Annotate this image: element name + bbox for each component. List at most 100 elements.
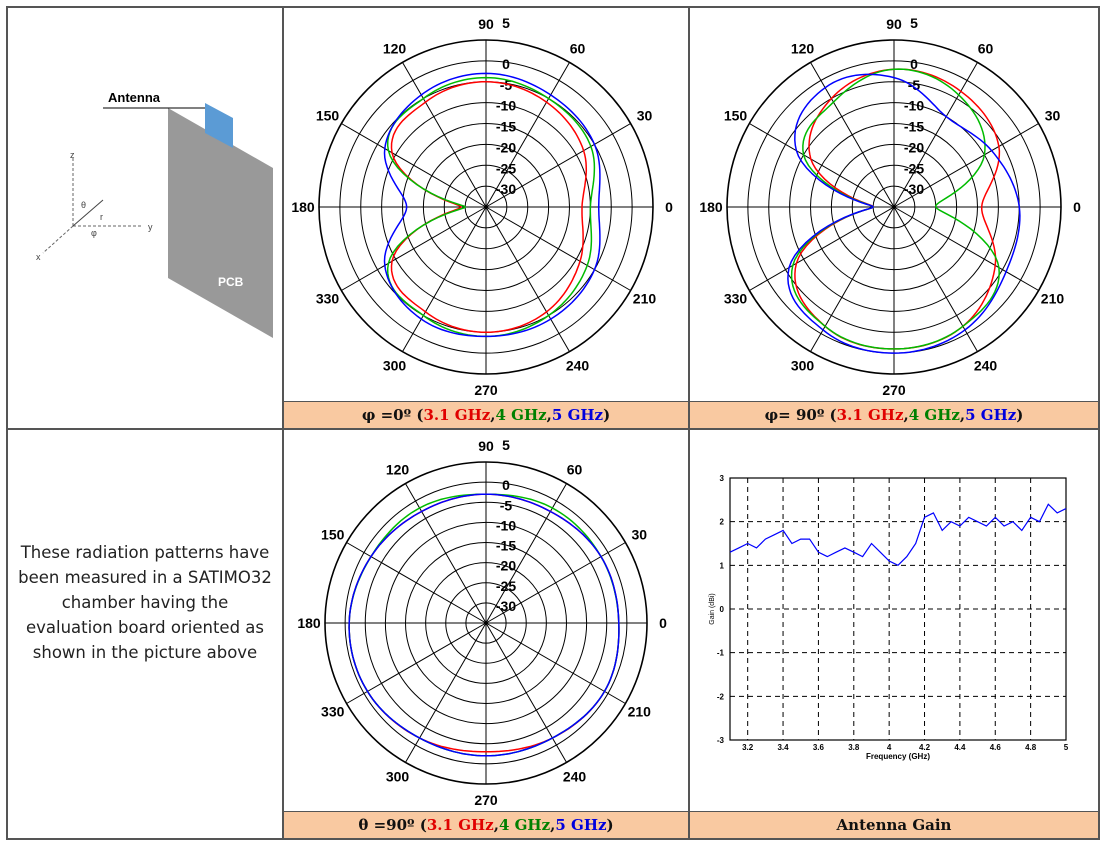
polar-angle-label: 90	[886, 16, 902, 32]
polar-radial-label: -30	[496, 181, 516, 197]
gain-xlabel: Frequency (GHz)	[866, 752, 930, 761]
polar-radial-label: -10	[496, 98, 516, 114]
caption-theta90: θ =90º (3.1 GHz, 4 GHz, 5 GHz)	[284, 811, 688, 838]
gain-ytick-label: -3	[717, 736, 725, 745]
polar-radial-label: 0	[910, 56, 918, 72]
polar-radial-label: -25	[496, 160, 516, 176]
polar-angle-label: 210	[633, 291, 657, 307]
polar-spoke-120	[810, 62, 895, 208]
polar-spoke-60	[485, 483, 567, 624]
polar-angle-label: 180	[699, 199, 723, 215]
polar-spoke-330	[485, 622, 626, 704]
polar-theta90-cell: 90 60 30 0 210 240 270 300 330 180 150 120 5 0 -5 -10 -1…	[283, 429, 689, 839]
gain-xtick-label: 4.6	[990, 743, 1002, 752]
gain-xtick-label: 4.2	[919, 743, 931, 752]
polar-angle-label: 90	[478, 438, 494, 454]
polar-series-2	[787, 73, 1021, 354]
gain-chart-cell: 3.2 3.4 3.6 3.8 4 4.2 4.4 4.6 4.8 5 3 2 1 0 -1 -2 -3 Freq…	[689, 429, 1099, 839]
polar-angle-label: 300	[383, 357, 407, 373]
gain-xtick-label: 3.2	[742, 743, 754, 752]
polar-spoke-150	[749, 123, 895, 208]
polar-spoke-300	[485, 622, 567, 763]
polar-angle-label: 330	[321, 704, 345, 720]
x-axis-label: x	[36, 252, 41, 262]
gain-xtick-label: 4.4	[954, 743, 966, 752]
polar-angle-label: 120	[386, 462, 410, 478]
polar-angle-label: 270	[882, 382, 906, 398]
polar-angle-label: 270	[474, 792, 498, 808]
polar-spoke-30	[485, 123, 631, 208]
polar-spoke-300	[893, 206, 978, 352]
polar-angle-label: 0	[1073, 199, 1081, 215]
polar-angle-label: 270	[474, 382, 498, 398]
polar-series-1	[386, 76, 596, 338]
polar-chart-theta90: 906030021024027030033018015012050-5-10-1…	[297, 437, 667, 808]
gain-ytick-label: 2	[720, 518, 725, 527]
polar-angle-label: 150	[724, 108, 748, 124]
caption-phi0: φ =0º (3.1 GHz, 4 GHz, 5 GHz)	[284, 401, 688, 428]
measurement-table: Antenna PCB z y x θ φ r 90 60 30 0 210 240 270…	[6, 6, 1100, 840]
polar-angle-label: 120	[791, 41, 815, 57]
pcb-board	[168, 108, 273, 338]
polar-angle-label: 300	[386, 768, 410, 784]
polar-radial-label: -15	[904, 119, 924, 135]
polar-series-2	[348, 493, 620, 757]
polar-chart-phi90: 906030021024027030033018015012050-5-10-1…	[699, 15, 1081, 398]
polar-chart-phi0: 906030021024027030033018015012050-5-10-1…	[291, 15, 673, 398]
polar-angle-label: 180	[291, 199, 315, 215]
polar-spoke-150	[346, 542, 487, 624]
polar-spoke-300	[485, 206, 570, 352]
polar-angle-label: 240	[974, 357, 998, 373]
gain-ytick-label: -1	[717, 649, 725, 658]
polar-angle-label: 330	[724, 291, 748, 307]
polar-spoke-120	[402, 62, 487, 208]
polar-radial-label: -20	[496, 139, 516, 155]
polar-radial-label: -15	[496, 119, 516, 135]
polar-angle-label: 240	[566, 357, 590, 373]
polar-angle-label: 210	[628, 704, 652, 720]
gain-xtick-label: 4.8	[1025, 743, 1037, 752]
pcb-label: PCB	[218, 275, 244, 289]
polar-radial-label: -25	[496, 578, 516, 594]
gain-ylabel: Gain (dBi)	[709, 593, 716, 625]
polar-spoke-330	[485, 206, 631, 291]
polar-angle-label: 150	[321, 527, 345, 543]
gain-xtick-label: 3.8	[848, 743, 860, 752]
polar-angle-label: 240	[563, 768, 587, 784]
gain-ytick-label: 3	[720, 474, 725, 483]
polar-angle-label: 150	[316, 108, 340, 124]
gain-ytick-label: 0	[720, 605, 725, 614]
polar-radial-label: -30	[904, 181, 924, 197]
phi-label: φ	[91, 228, 97, 238]
gain-xtick-label: 3.6	[813, 743, 825, 752]
polar-radial-label: -10	[496, 517, 516, 533]
polar-angle-label: 300	[791, 357, 815, 373]
gain-xtick-label: 4	[887, 743, 892, 752]
polar-angle-label: 330	[316, 291, 340, 307]
gain-xtick-label: 5	[1064, 743, 1069, 752]
polar-radial-label: 0	[502, 477, 510, 493]
gain-ytick-label: 1	[720, 561, 725, 570]
polar-radial-label: -20	[904, 139, 924, 155]
antenna-label: Antenna	[108, 90, 161, 105]
polar-spoke-210	[749, 206, 895, 291]
polar-radial-label: 5	[910, 15, 918, 31]
orientation-diagram-cell: Antenna PCB z y x θ φ r	[7, 7, 283, 429]
polar-spoke-330	[893, 206, 1039, 291]
polar-radial-label: -30	[496, 598, 516, 614]
gain-series-line	[729, 503, 1067, 567]
y-axis-label: y	[148, 222, 153, 232]
polar-phi90-cell: 90 60 30 0 210 240 270 300 330 180 150 120 5 0 -5 -10 -1…	[689, 7, 1099, 429]
polar-spoke-60	[893, 62, 978, 208]
polar-spoke-60	[485, 62, 570, 208]
polar-radial-label: 5	[502, 15, 510, 31]
polar-spoke-210	[346, 622, 487, 704]
antenna-element	[205, 103, 233, 148]
polar-angle-label: 0	[665, 199, 673, 215]
gain-xtick-label: 3.4	[777, 743, 789, 752]
polar-spoke-240	[810, 206, 895, 352]
measurement-note: These radiation patterns have been measu…	[18, 543, 272, 662]
theta-label: θ	[81, 200, 86, 210]
polar-spoke-240	[405, 622, 487, 763]
z-axis-label: z	[70, 150, 75, 160]
